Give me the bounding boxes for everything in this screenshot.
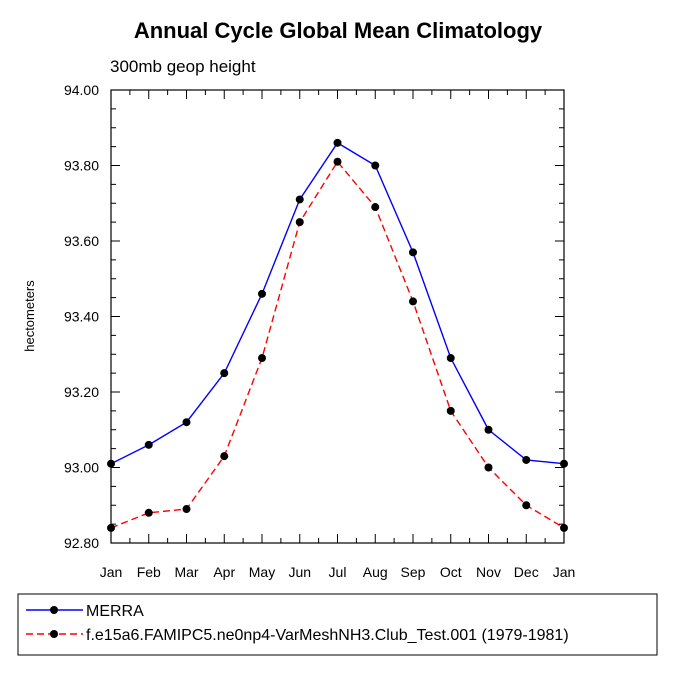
legend-marker (50, 606, 58, 614)
data-point-1 (333, 157, 342, 166)
y-tick-label: 92.80 (64, 535, 99, 551)
legend-label: f.e15a6.FAMIPC5.ne0np4-VarMeshNH3.Club_T… (86, 627, 569, 644)
data-point-0 (258, 289, 266, 298)
data-point-1 (220, 452, 229, 461)
data-point-1 (295, 218, 304, 227)
data-point-0 (333, 138, 342, 147)
x-tick-label: Mar (174, 564, 198, 580)
data-point-0 (182, 418, 191, 427)
data-point-0 (522, 455, 531, 464)
y-tick-label: 94.00 (64, 82, 99, 98)
data-point-1 (446, 406, 455, 415)
x-tick-label: Oct (440, 564, 462, 580)
data-point-0 (409, 248, 417, 257)
x-tick-label: Dec (514, 564, 539, 580)
x-tick-label: Jan (100, 564, 123, 580)
legend-box (17, 593, 658, 656)
axis-tick-labels: Jan Feb Mar Apr May Jun Jul Aug Sep Oct Nov Dec Jan9… (64, 82, 575, 580)
series-line-0 (110, 141, 565, 465)
x-tick-label: Aug (363, 564, 388, 580)
legend-label: MERRA (86, 603, 144, 620)
x-tick-label: Sep (401, 564, 426, 580)
data-point-1 (258, 354, 266, 363)
axis-ticks (110, 89, 565, 544)
y-tick-label: 93.60 (64, 233, 99, 249)
data-point-1 (144, 508, 153, 517)
data-point-1 (371, 203, 380, 212)
y-tick-label: 93.20 (64, 384, 99, 400)
data-point-0 (484, 425, 493, 434)
legend: MERRA f.e15a6.FAMIPC5.ne0np4-VarMeshNH3.C… (17, 593, 658, 656)
chart-subtitle: 300mb geop height (110, 57, 256, 76)
data-point-0 (371, 161, 380, 170)
data-point-0 (220, 369, 229, 378)
y-tick-label: 93.00 (64, 460, 99, 476)
x-tick-label: Jun (288, 564, 311, 580)
data-point-1 (182, 505, 191, 514)
x-tick-label: Nov (476, 564, 501, 580)
chart-title: Annual Cycle Global Mean Climatology (134, 18, 543, 43)
data-point-0 (446, 354, 455, 363)
data-point-0 (295, 195, 304, 204)
x-tick-label: Jul (329, 564, 347, 580)
x-tick-label: Feb (137, 564, 161, 580)
x-tick-label: Apr (213, 564, 235, 580)
plot-frame (110, 89, 565, 544)
series-group (107, 138, 568, 532)
data-point-1 (409, 297, 417, 306)
y-axis-label: hectometers (22, 280, 37, 352)
x-tick-label: Jan (553, 564, 576, 580)
legend-marker (50, 630, 58, 638)
data-point-0 (144, 440, 153, 449)
data-point-1 (522, 501, 531, 510)
y-tick-label: 93.40 (64, 309, 99, 325)
legend-items: MERRA f.e15a6.FAMIPC5.ne0np4-VarMeshNH3.C… (26, 603, 569, 644)
data-point-1 (484, 463, 493, 472)
y-tick-label: 93.80 (64, 158, 99, 174)
series-line-1 (110, 160, 565, 529)
x-tick-label: May (249, 564, 275, 580)
